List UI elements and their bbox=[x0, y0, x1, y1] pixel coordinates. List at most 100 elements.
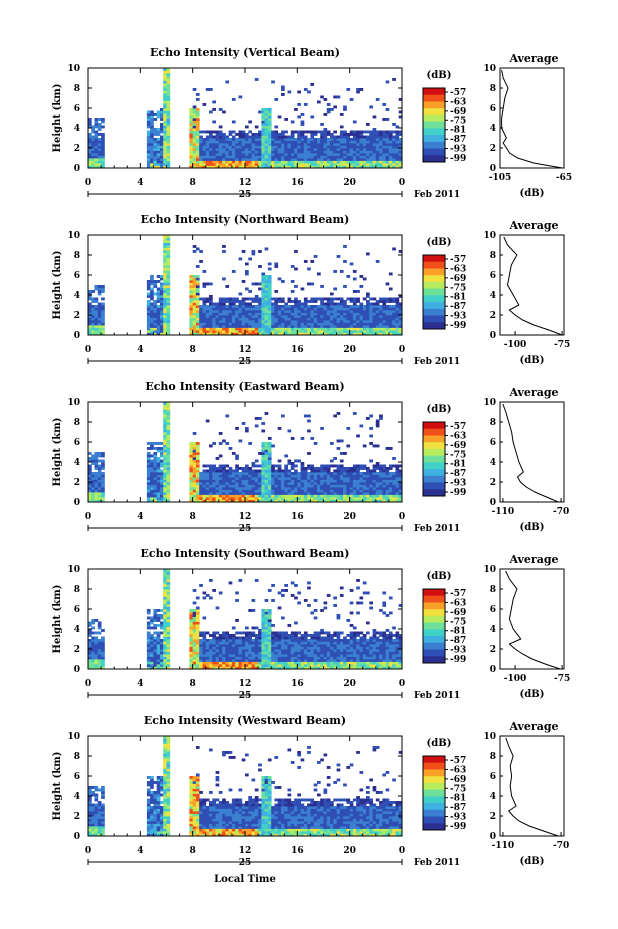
heatmap-cell bbox=[160, 499, 164, 503]
heatmap-cell bbox=[150, 320, 154, 323]
heatmap-cell bbox=[212, 631, 216, 635]
heatmap-cell bbox=[352, 477, 357, 480]
heatmap-cell bbox=[359, 140, 364, 144]
heatmap-cell bbox=[297, 479, 301, 483]
x-tick-label: 8 bbox=[190, 178, 196, 188]
heatmap-cell bbox=[326, 165, 331, 169]
heatmap-cell bbox=[189, 143, 194, 146]
heatmap-cell bbox=[199, 666, 203, 670]
heatmap-cell bbox=[307, 484, 311, 488]
heatmap-cell bbox=[150, 310, 154, 313]
heatmap-cell bbox=[287, 150, 292, 154]
heatmap-cell bbox=[326, 494, 331, 498]
heatmap-cell bbox=[215, 163, 220, 166]
heatmap-cell bbox=[261, 307, 266, 311]
heatmap-cell bbox=[261, 290, 266, 293]
heatmap-cell bbox=[156, 649, 161, 652]
heatmap-cell bbox=[284, 118, 288, 121]
heatmap-cell bbox=[146, 626, 151, 630]
heatmap-cell bbox=[294, 322, 298, 326]
heatmap-cell bbox=[228, 150, 233, 154]
heatmap-cell bbox=[284, 315, 288, 318]
heatmap-cell bbox=[248, 153, 252, 156]
heatmap-cell bbox=[189, 302, 194, 306]
heatmap-cell bbox=[294, 482, 298, 485]
heatmap-cell bbox=[339, 163, 344, 166]
heatmap-cell bbox=[231, 332, 236, 336]
heatmap-cell bbox=[231, 489, 236, 493]
heatmap-cell bbox=[101, 479, 105, 483]
heatmap-cell bbox=[205, 594, 210, 597]
heatmap-cell bbox=[317, 479, 321, 483]
heatmap-cell bbox=[267, 499, 272, 503]
heatmap-cell bbox=[88, 654, 92, 657]
heatmap-cell bbox=[94, 143, 99, 146]
heatmap-cell bbox=[264, 297, 269, 301]
heatmap-cell bbox=[166, 305, 171, 308]
heatmap-cell bbox=[146, 282, 151, 286]
heatmap-cell bbox=[343, 477, 347, 480]
heatmap-cell bbox=[156, 300, 161, 303]
heatmap-cell bbox=[343, 315, 347, 318]
heatmap-cell bbox=[212, 305, 216, 308]
heatmap-cell bbox=[333, 287, 337, 291]
heatmap-cell bbox=[156, 482, 161, 485]
heatmap-cell bbox=[228, 661, 233, 665]
heatmap-cell bbox=[163, 407, 167, 410]
heatmap-cell bbox=[303, 467, 308, 470]
heatmap-cell bbox=[97, 133, 102, 136]
heatmap-cell bbox=[356, 305, 360, 308]
heatmap-cell bbox=[202, 469, 207, 473]
heatmap-cell bbox=[349, 160, 354, 164]
heatmap-cell bbox=[235, 307, 239, 311]
heatmap-cell bbox=[245, 664, 249, 667]
heatmap-cell bbox=[150, 135, 154, 139]
heatmap-cell bbox=[330, 312, 334, 316]
heatmap-cell bbox=[395, 499, 400, 503]
heatmap-cell bbox=[281, 315, 285, 318]
heatmap-cell bbox=[271, 163, 275, 166]
heatmap-cell bbox=[202, 155, 207, 159]
heatmap-cell bbox=[160, 477, 164, 480]
heatmap-cell bbox=[146, 300, 151, 303]
heatmap-cell bbox=[146, 158, 151, 161]
colorbar-tick-label: -63 bbox=[450, 264, 466, 274]
heatmap-cell bbox=[392, 312, 396, 316]
heatmap-cell bbox=[160, 494, 164, 498]
heatmap-cell bbox=[202, 659, 207, 662]
heatmap-cell bbox=[372, 325, 377, 328]
heatmap-cell bbox=[222, 320, 226, 323]
heatmap-cell bbox=[385, 155, 390, 159]
heatmap-cell bbox=[362, 158, 367, 161]
heatmap-cell bbox=[320, 332, 324, 336]
heatmap-cell bbox=[277, 474, 282, 478]
heatmap-cell bbox=[261, 464, 266, 468]
heatmap-cell bbox=[97, 307, 102, 311]
heatmap-cell bbox=[150, 120, 154, 124]
heatmap-cell bbox=[212, 644, 216, 647]
heatmap-cell bbox=[323, 469, 328, 473]
heatmap-cell bbox=[313, 153, 318, 156]
heatmap-cell bbox=[215, 487, 220, 490]
heatmap-cell bbox=[150, 123, 154, 126]
heatmap-cell bbox=[310, 133, 315, 136]
heatmap-cell bbox=[300, 477, 305, 480]
heatmap-cell bbox=[163, 153, 167, 156]
heatmap-cell bbox=[320, 477, 324, 480]
heatmap-cell bbox=[398, 317, 403, 321]
heatmap-cell bbox=[366, 310, 370, 313]
heatmap-cell bbox=[366, 292, 370, 296]
heatmap-cell bbox=[258, 472, 262, 475]
heatmap-cell bbox=[261, 275, 266, 278]
heatmap-cell bbox=[323, 148, 328, 151]
heatmap-cell bbox=[317, 163, 321, 166]
heatmap-cell bbox=[274, 165, 279, 169]
colorbar-swatch bbox=[423, 255, 445, 263]
heatmap-cell bbox=[94, 135, 99, 139]
heatmap-cell bbox=[261, 320, 266, 323]
heatmap-cell bbox=[248, 492, 252, 495]
heatmap-cell bbox=[267, 165, 272, 169]
heatmap-cell bbox=[192, 494, 197, 498]
heatmap-cell bbox=[101, 290, 105, 293]
heatmap-cell bbox=[199, 312, 203, 316]
